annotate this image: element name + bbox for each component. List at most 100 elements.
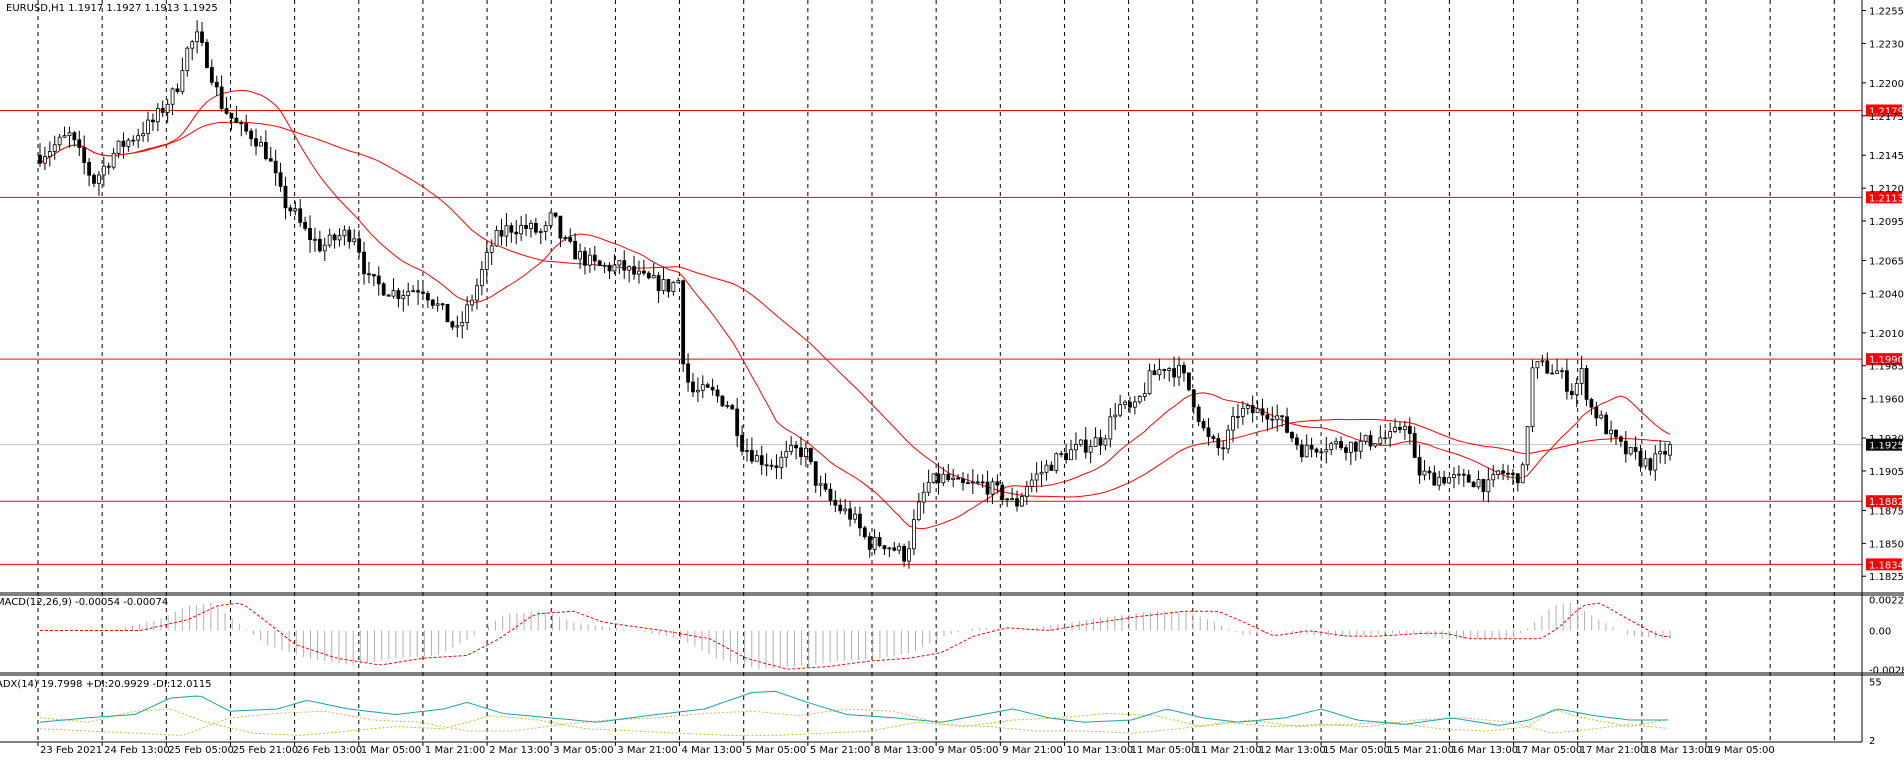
candle-body [470, 299, 474, 306]
candle-body [1348, 441, 1353, 453]
candle-body [205, 42, 209, 68]
candle-body [337, 235, 342, 241]
candle-body [1186, 372, 1191, 391]
candle-body [818, 483, 823, 486]
adx-plus-di-line [39, 708, 1668, 736]
candle-body [288, 207, 293, 212]
candle-body [421, 291, 425, 294]
candle-body [1466, 474, 1471, 483]
candle-body [1324, 449, 1329, 453]
candle-body [1560, 370, 1564, 373]
candle-body [386, 294, 391, 297]
candle-body [558, 215, 563, 239]
candle-body [1255, 408, 1260, 414]
vertical-gridlines [37, 0, 1835, 742]
candle-body [219, 86, 224, 110]
candle-body [858, 513, 862, 529]
candle-body [749, 450, 754, 462]
candle-body [1132, 401, 1137, 408]
macd-tick-label: 0.00223 [1869, 596, 1904, 607]
time-tick-label: 3 Mar 05:00 [553, 745, 613, 756]
candle-body [1550, 372, 1555, 375]
candle-body [244, 123, 249, 132]
candle-body [916, 501, 921, 521]
candle-body [867, 536, 872, 550]
candle-body [740, 435, 744, 452]
level-price-tag [1866, 558, 1902, 571]
time-tick-label: 25 Feb 21:00 [232, 745, 298, 756]
candle-body [632, 266, 636, 275]
candle-body [131, 139, 136, 142]
time-tick-label: 23 Feb 2021 [40, 745, 102, 756]
candle-body [155, 107, 160, 123]
candle-body [1069, 449, 1073, 461]
moving-averages [39, 89, 1671, 530]
time-tick-label: 8 Mar 13:00 [874, 745, 934, 756]
candle-body [77, 139, 82, 148]
candle-body [1442, 476, 1447, 484]
candle-body [1236, 416, 1240, 418]
candle-body [1113, 414, 1118, 418]
candle-body [1294, 437, 1299, 446]
candle-body [1658, 451, 1663, 455]
candle-body [1599, 414, 1604, 419]
candle-body [936, 473, 941, 484]
time-tick-label: 12 Mar 13:00 [1259, 745, 1326, 756]
candle-body [1098, 437, 1103, 446]
candle-body [1280, 415, 1285, 418]
candle-body [1520, 464, 1525, 484]
candle-body [342, 229, 347, 237]
candle-body [376, 275, 381, 285]
candle-body [352, 238, 357, 243]
candle-body [1574, 383, 1579, 396]
level-price-text: 1.1990 [1869, 355, 1904, 366]
candle-body [1633, 446, 1638, 452]
adx-tick-label: 55 [1869, 678, 1882, 689]
candle-body [1398, 427, 1402, 430]
level-price-text: 1.2179 [1869, 107, 1904, 118]
candle-body [1128, 401, 1132, 408]
candle-body [754, 455, 759, 462]
candle-body [1309, 444, 1314, 450]
candle-body [484, 252, 489, 270]
candle-body [1437, 476, 1442, 486]
candle-body [499, 229, 504, 237]
candle-body [956, 477, 961, 480]
candle-body [1407, 425, 1412, 434]
candle-body [214, 81, 219, 88]
candle-body [141, 133, 146, 137]
candle-body [1471, 481, 1476, 488]
candle-body [720, 395, 725, 407]
candle-body [656, 275, 661, 292]
price-tick-label: 1.2040 [1869, 289, 1904, 300]
candle-body [533, 222, 538, 233]
candle-body [283, 185, 288, 209]
candle-body [666, 279, 671, 292]
candle-body [1461, 473, 1466, 476]
candle-body [519, 225, 524, 235]
pane-frames [0, 0, 1904, 743]
price-tick-label: 1.2095 [1869, 217, 1904, 228]
candle-body [160, 107, 165, 113]
candle-body [1024, 486, 1029, 497]
moving-average-slow [39, 121, 1671, 498]
candle-body [381, 283, 386, 296]
candle-body [1034, 473, 1039, 481]
candle-body [872, 537, 877, 550]
candle-body [1196, 406, 1201, 422]
candle-body [209, 67, 214, 83]
candle-body [1299, 444, 1304, 458]
candle-body [1447, 477, 1451, 484]
candle-body [1088, 446, 1093, 453]
candle-body [966, 482, 970, 485]
candle-body [396, 290, 401, 299]
candle-body [641, 270, 646, 274]
candle-body [1211, 436, 1216, 439]
price-tick-label: 1.2010 [1869, 329, 1904, 340]
candle-body [651, 275, 656, 279]
candle-body [303, 221, 308, 229]
time-tick-label: 19 Mar 05:00 [1708, 745, 1775, 756]
candle-body [111, 152, 116, 168]
candle-body [705, 384, 710, 388]
